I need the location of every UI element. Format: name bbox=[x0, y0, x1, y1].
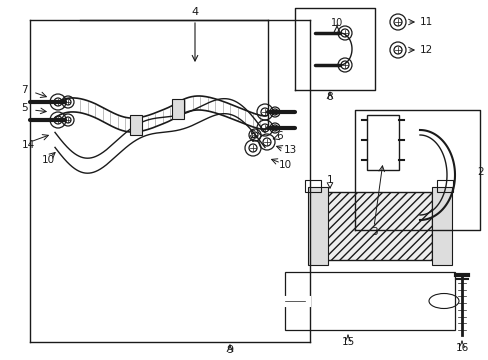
Text: 5: 5 bbox=[21, 103, 28, 113]
Text: 10: 10 bbox=[278, 160, 291, 170]
Text: 4: 4 bbox=[191, 7, 198, 17]
Text: 6: 6 bbox=[276, 131, 283, 141]
Text: 15: 15 bbox=[341, 337, 354, 347]
Bar bbox=[325, 192, 431, 260]
Text: 10: 10 bbox=[42, 155, 55, 165]
Bar bbox=[305, 180, 320, 192]
Bar bbox=[130, 115, 142, 135]
Text: 13: 13 bbox=[283, 145, 296, 155]
Bar bbox=[307, 187, 327, 265]
Text: 3: 3 bbox=[370, 227, 377, 237]
Bar bbox=[285, 272, 454, 330]
Text: 2: 2 bbox=[476, 167, 483, 177]
Bar bbox=[172, 99, 184, 119]
Text: 10: 10 bbox=[330, 18, 343, 28]
Text: 1: 1 bbox=[326, 175, 333, 185]
Bar bbox=[431, 187, 451, 265]
Text: 5: 5 bbox=[249, 130, 256, 140]
Text: 8: 8 bbox=[326, 92, 333, 102]
Text: 11: 11 bbox=[419, 17, 432, 27]
Text: 9: 9 bbox=[226, 345, 233, 355]
Text: 16: 16 bbox=[454, 343, 468, 353]
Bar bbox=[366, 115, 398, 170]
Text: 12: 12 bbox=[419, 45, 432, 55]
Bar bbox=[436, 180, 452, 192]
Text: 14: 14 bbox=[22, 140, 35, 150]
Text: 7: 7 bbox=[21, 85, 28, 95]
